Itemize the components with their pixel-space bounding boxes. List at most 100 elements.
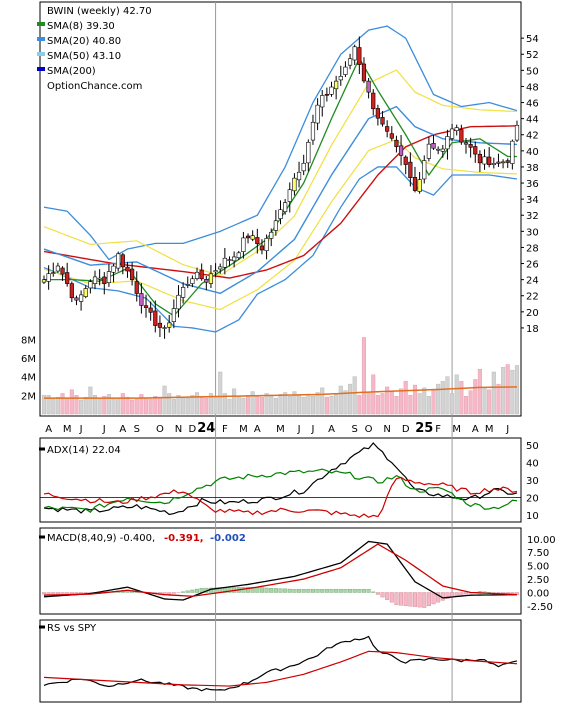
x-axis-tick-label: O <box>365 424 373 435</box>
volume-bar <box>102 396 107 415</box>
volume-y-tick-label: 8M <box>21 335 36 346</box>
bollinger-lower-line <box>43 166 518 333</box>
macd-histogram-bar <box>445 592 450 599</box>
macd-histogram-bar <box>65 592 70 595</box>
price-y-tick-label: 32 <box>526 211 539 222</box>
macd-histogram-bar <box>417 592 422 608</box>
candle-body <box>273 220 278 231</box>
candle-body <box>143 305 149 308</box>
macd-histogram-bar <box>269 588 274 593</box>
candle-body <box>278 209 283 219</box>
volume-bar <box>408 395 413 415</box>
candle-body <box>468 144 473 148</box>
macd-histogram-bar <box>60 592 65 595</box>
volume-bar <box>245 395 251 415</box>
volume-bar <box>463 396 469 415</box>
volume-bar <box>403 381 408 415</box>
volume-bar <box>139 394 144 415</box>
macd-histogram-bar <box>338 589 343 593</box>
candle-body <box>408 161 413 178</box>
candle-body <box>398 145 404 156</box>
volume-bar <box>269 396 274 415</box>
volume-bar <box>320 387 325 415</box>
macd-histogram-bar <box>306 589 311 593</box>
volume-bar <box>79 399 84 415</box>
candle-body <box>194 271 200 279</box>
volume-bar <box>259 396 264 415</box>
candle-body <box>283 202 288 213</box>
volume-y-tick-label: 6M <box>21 354 36 365</box>
volume-bar <box>97 398 102 415</box>
candle-body <box>385 126 390 132</box>
volume-bar <box>60 393 65 415</box>
macd-histogram-bar <box>181 591 186 593</box>
adx-label: ADX(14) 22.04 <box>47 445 121 456</box>
macd-histogram-bar <box>334 589 339 593</box>
macd-histogram-bar <box>394 592 399 606</box>
volume-bar <box>352 376 357 415</box>
volume-bar <box>241 397 246 415</box>
rs-line <box>43 635 518 692</box>
volume-bar <box>496 383 501 415</box>
candle-body <box>245 235 251 239</box>
price-y-tick-label: 30 <box>526 227 539 238</box>
candle-body <box>41 279 47 283</box>
candle-body <box>106 271 112 283</box>
price-y-tick-label: 36 <box>526 179 539 190</box>
volume-bar <box>292 391 297 415</box>
candle-body <box>417 179 422 192</box>
volume-bar <box>482 387 487 415</box>
macd-histogram-bar <box>264 587 269 593</box>
macd-histogram-bar <box>431 592 436 605</box>
x-axis-tick-label: J <box>297 424 301 435</box>
volume-bar <box>394 396 399 415</box>
volume-bar <box>357 395 362 415</box>
volume-bar <box>315 392 320 415</box>
x-axis-tick-label: A <box>119 424 126 435</box>
x-axis-tick-label: A <box>45 424 52 435</box>
candle-body <box>130 268 135 281</box>
x-axis-tick-label: A <box>328 424 335 435</box>
macd-histogram-bar <box>315 589 320 593</box>
candle-body <box>449 128 455 139</box>
volume-bar <box>92 395 98 415</box>
candle-body <box>111 265 116 273</box>
macd-histogram-bar <box>436 592 441 603</box>
volume-bar <box>218 371 223 415</box>
candle-body <box>232 256 237 262</box>
macd-histogram-bar <box>46 592 51 595</box>
macd-histogram-bar <box>273 588 278 593</box>
minus-di-line <box>43 476 518 518</box>
macd-histogram-bar <box>450 592 455 597</box>
volume-bar <box>185 397 190 415</box>
volume-bar <box>232 388 237 415</box>
macd-histogram-bar <box>287 588 292 593</box>
volume-bar <box>454 374 459 415</box>
macd-line <box>43 540 518 601</box>
macd-histogram-bar <box>380 592 385 598</box>
candle-body <box>65 272 70 284</box>
volume-bar <box>459 381 464 415</box>
candle-body <box>412 177 418 191</box>
volume-bar <box>273 397 278 415</box>
macd-histogram-bar <box>292 589 297 593</box>
candle-body <box>162 327 167 329</box>
candle-body <box>218 266 223 270</box>
candle-body <box>116 253 121 269</box>
volume-bar <box>199 396 204 415</box>
candle-body <box>190 278 195 284</box>
macd-signal-value: -0.391, <box>164 533 204 544</box>
candle-body <box>181 287 186 298</box>
volume-bar <box>106 394 111 415</box>
x-axis-tick-label: A <box>254 424 261 435</box>
candle-body <box>482 156 487 165</box>
macd-histogram-bar <box>412 592 417 607</box>
price-y-tick-label: 54 <box>526 34 539 45</box>
macd-histogram-bar <box>259 587 264 593</box>
volume-bar <box>417 393 422 415</box>
candle-body <box>301 162 306 172</box>
volume-bar <box>176 395 181 415</box>
macd-histogram-bar <box>297 589 302 593</box>
volume-bar <box>380 393 385 415</box>
